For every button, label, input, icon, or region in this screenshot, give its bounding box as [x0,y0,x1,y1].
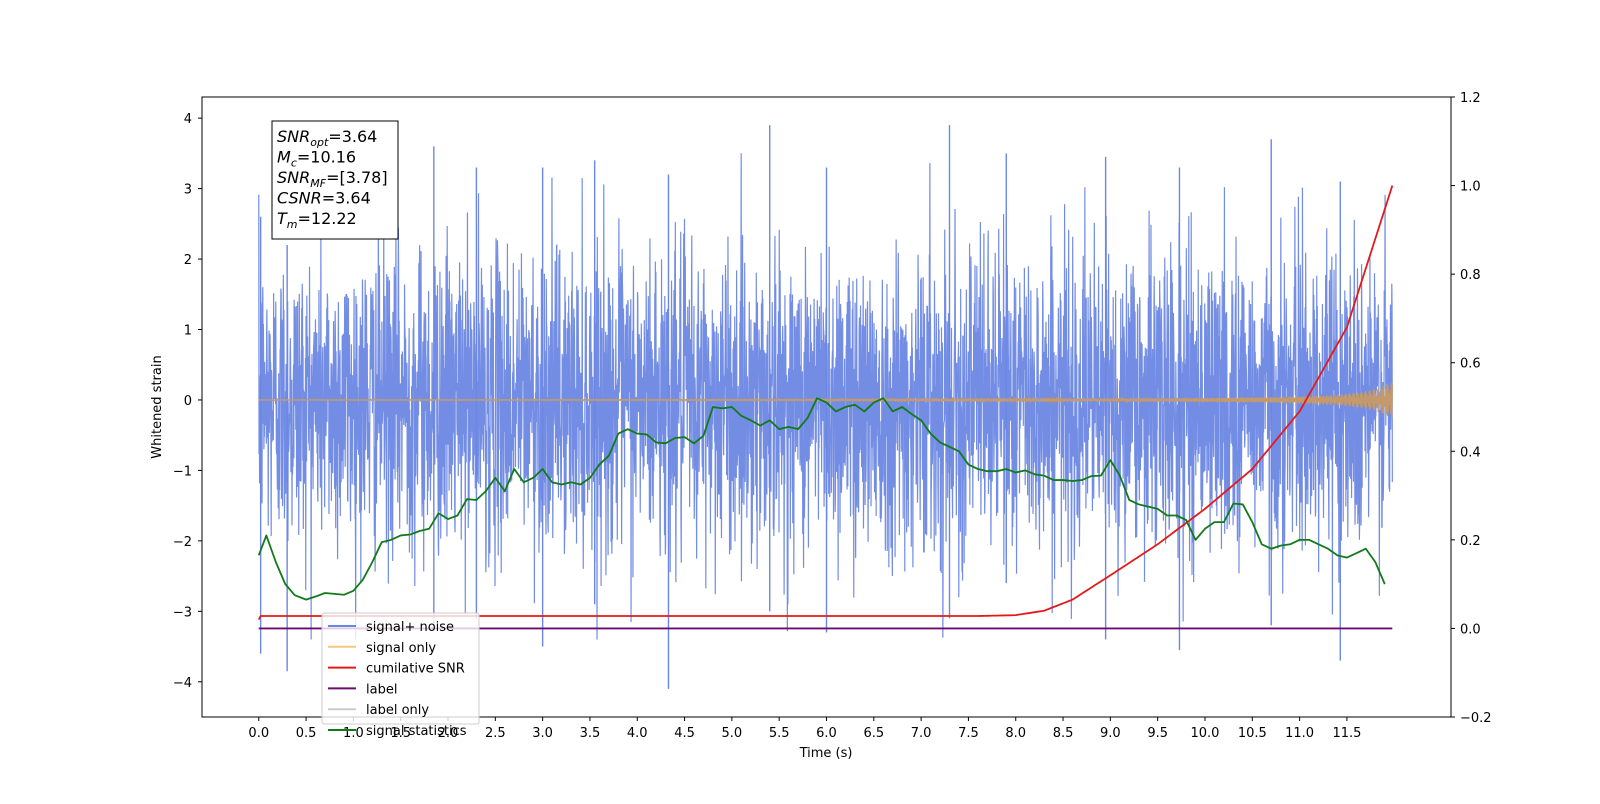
y-right-tick-label: 0.0 [1460,622,1481,637]
x-tick-label: 2.0 [438,726,459,741]
y-right-axis: 1.2 1.0 0.8 0.6 0.4 0.2 0.0 −0.2 [1451,91,1492,726]
y-right-tick-label: 0.8 [1460,268,1481,283]
x-tick-label: 8.5 [1053,726,1074,741]
series-signal-only [258,383,1393,418]
x-axis: 0.0 0.5 1.0 1.5 2.0 2.5 3.0 3.5 4.0 4.5 5.0 5.5 6.0 6… [248,717,1361,741]
x-axis-label: Time (s) [799,746,853,761]
x-tick-label: 7.0 [911,726,932,741]
series-cumilative-snr [257,185,1394,621]
legend-label: cumilative SNR [366,662,465,677]
y-right-tick-label: 0.2 [1460,534,1481,549]
x-tick-label: 11.0 [1285,726,1314,741]
legend-frame [321,612,480,725]
x-tick-label: 5.5 [769,726,790,741]
x-tick-label: 11.5 [1332,726,1361,741]
legend: signal+ noise signal only cumilative SNR la… [321,612,480,739]
y-left-tick-label: −4 [173,676,192,691]
x-tick-label: 4.5 [674,726,695,741]
x-tick-label: 7.5 [958,726,979,741]
info-line: Tm=12.22 [277,209,357,231]
x-tick-label: 1.5 [390,726,411,741]
x-tick-label: 0.5 [296,726,317,741]
info-line: Mc=10.16 [277,148,356,170]
x-tick-label: 1.0 [343,726,364,741]
y-left-tick-label: 3 [184,183,192,198]
info-box: SNRopt=3.64Mc=10.16SNRMF=[3.78]CSNR=3.64… [271,120,399,240]
y-left-tick-label: −1 [173,464,192,479]
y-left-axis: 4 3 2 1 0 −1 −2 −3 −4 [173,112,202,691]
x-tick-label: 3.0 [532,726,553,741]
info-line: SNRMF=[3.78] [277,168,388,190]
x-tick-label: 10.0 [1191,726,1220,741]
series-layer [257,125,1394,689]
y-left-tick-label: −3 [173,605,192,620]
x-tick-label: 0.0 [248,726,269,741]
x-tick-label: 3.5 [580,726,601,741]
x-tick-label: 2.5 [485,726,506,741]
y-left-tick-label: 2 [184,253,192,268]
x-tick-label: 5.0 [722,726,743,741]
x-tick-label: 6.5 [863,726,884,741]
legend-label: label [366,682,397,697]
legend-label: signal+ noise [366,620,454,635]
info-box-frame [271,120,399,240]
x-tick-label: 9.0 [1100,726,1121,741]
y-left-tick-label: 0 [184,394,192,409]
series-signal-noise [258,153,1393,640]
series-signal-statistics [257,397,1386,601]
y-right-tick-label: 1.0 [1460,180,1481,195]
y-right-tick-label: 0.4 [1460,445,1481,460]
y-left-tick-label: 1 [184,324,192,339]
x-tick-label: 9.5 [1147,726,1168,741]
y-axis-label: Whitened strain [150,355,165,458]
legend-label: signal statistics [366,724,467,739]
x-tick-label: 6.0 [816,726,837,741]
y-left-tick-label: −2 [173,535,192,550]
x-tick-label: 4.0 [627,726,648,741]
y-right-tick-label: 1.2 [1460,91,1481,106]
y-left-tick-label: 4 [184,112,192,127]
y-right-tick-label: 0.6 [1460,357,1481,372]
x-tick-label: 8.0 [1005,726,1026,741]
x-tick-label: 10.5 [1238,726,1267,741]
legend-label: label only [366,703,429,718]
y-right-tick-label: −0.2 [1460,711,1492,726]
info-line: CSNR=3.64 [277,189,371,208]
legend-label: signal only [366,641,436,656]
info-line: SNRopt=3.64 [277,127,377,149]
